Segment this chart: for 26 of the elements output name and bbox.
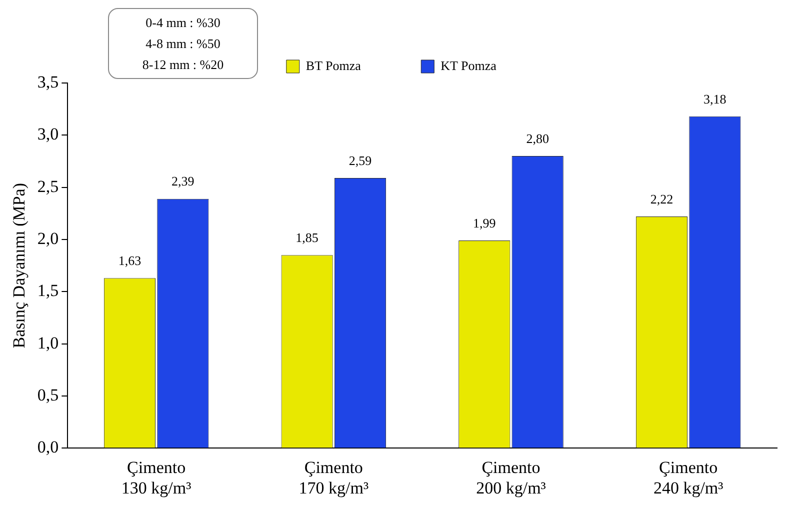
y-tick-label: 2,0 — [37, 228, 59, 248]
data-label: 2,39 — [172, 174, 194, 189]
y-tick-label: 1,0 — [37, 333, 59, 352]
y-tick-label: 3,5 — [37, 72, 59, 92]
data-label: 3,18 — [704, 91, 726, 106]
y-tick-label: 3,0 — [37, 124, 59, 144]
data-label: 1,99 — [473, 215, 496, 230]
text: 4-8 mm : %50 — [144, 35, 222, 53]
legend-label: BT Pomza — [306, 58, 362, 73]
y-tick-label: 1,5 — [37, 281, 59, 300]
y-tick-label: 0,0 — [37, 438, 59, 457]
x-tick-label: Çimento 200 kg/m³ — [476, 458, 546, 498]
x-tick-label: Çimento 170 kg/m³ — [298, 458, 369, 498]
y-tick-label: 2,5 — [37, 176, 59, 196]
y-axis-title: Basınç Dayanımı (MPa) — [10, 182, 29, 348]
data-label: 2,80 — [526, 130, 549, 146]
data-label: 1,63 — [118, 253, 142, 268]
text: 8-12 mm : %20 — [141, 56, 225, 74]
text: 0-4 mm : %30 — [144, 14, 222, 32]
data-label: 1,85 — [296, 230, 318, 246]
data-label: 2,22 — [650, 191, 674, 206]
x-tick-label: Çimento 240 kg/m³ — [653, 458, 724, 498]
y-tick-label: 0,5 — [37, 385, 59, 404]
data-label: 2,59 — [348, 152, 372, 168]
x-tick-label: Çimento 130 kg/m³ — [121, 458, 192, 498]
legend-label: KT Pomza — [440, 58, 497, 73]
